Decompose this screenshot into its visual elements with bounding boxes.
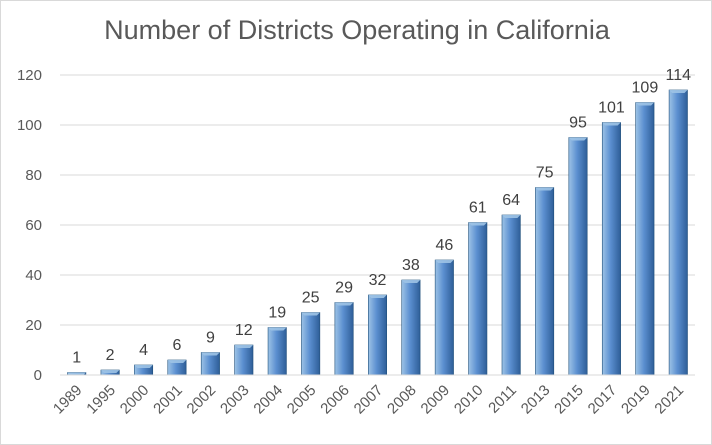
bar-top-cap [435,260,454,263]
bar-top-cap [368,295,387,298]
x-tick-label: 2007 [351,382,387,418]
bar-body [334,302,354,376]
data-label: 25 [302,290,320,307]
bar-top-cap [501,215,521,218]
bar-top-cap [334,302,354,306]
bar-top-cap [602,122,621,126]
bar-body [568,137,588,376]
bar-body [501,214,521,376]
data-label: 4 [139,342,148,359]
y-tick-label: 0 [34,367,42,384]
data-label: 95 [569,115,587,132]
bar-2019 [635,102,655,376]
x-tick-label: 2002 [184,382,220,418]
x-tick-label: 2015 [551,382,587,418]
bar-2009 [434,259,454,376]
bar-2015 [568,137,588,376]
data-label: 9 [206,330,215,347]
data-label: 101 [598,100,625,117]
y-tick-label: 80 [25,167,42,184]
data-label: 75 [536,165,554,182]
bar-body [635,102,655,376]
bar-top-cap [167,360,187,363]
x-tick-label: 2011 [485,382,520,417]
data-label: 61 [469,200,487,217]
y-tick-label: 40 [25,267,42,284]
bar-top-cap [134,365,153,368]
bar-top-cap [401,280,421,283]
bar-top-cap [268,327,287,331]
bar-body [301,312,321,376]
bar-body [234,344,254,376]
bar-2002 [200,352,220,376]
bar-body [401,279,421,376]
bar-top-cap [100,370,120,373]
x-tick-label: 2013 [518,382,554,418]
bar-2011 [501,214,521,376]
y-tick-label: 120 [17,67,42,84]
bar-body [200,352,220,376]
bar-2006 [334,302,354,376]
x-tick-label: 2017 [585,382,621,418]
bar-2004 [267,327,287,376]
x-tick-label: 2001 [150,382,186,418]
bar-top-cap [301,312,320,316]
chart-title: Number of Districts Operating in Califor… [104,15,610,45]
bar-top-cap [201,352,220,356]
bar-2000 [134,364,154,376]
data-label: 38 [402,257,420,274]
data-label: 29 [335,280,353,297]
x-tick-label: 2006 [317,382,353,418]
x-tick-label: 2000 [117,382,153,418]
bar-2005 [301,312,321,376]
data-label: 12 [235,322,253,339]
data-label: 1 [72,350,81,367]
x-tick-label: 2004 [250,382,286,418]
bar-top-cap [234,345,254,348]
bar-top-cap [468,222,487,226]
bar-body [668,89,688,376]
x-tick-label: 2005 [284,382,320,418]
data-label: 6 [173,337,182,354]
x-tick-label: 2009 [418,382,454,418]
x-tick-label: 2010 [451,382,487,418]
bar-body [535,187,555,376]
x-tick-label: 1989 [50,382,86,418]
x-tick-label: 2021 [651,382,687,418]
bar-2010 [468,222,488,376]
bar-1995 [100,369,120,376]
bar-body [368,294,387,376]
data-label: 114 [666,67,692,84]
bar-top-cap [568,137,588,141]
y-tick-label: 20 [25,317,42,334]
bar-top-cap [535,187,554,191]
data-label: 109 [632,80,659,97]
y-tick-label: 100 [17,117,42,134]
data-label: 2 [106,347,115,364]
bar-top-cap [635,102,655,106]
bar-body [267,327,287,376]
bar-2017 [601,122,621,376]
data-label: 46 [435,237,453,254]
bar-2003 [234,344,254,376]
data-label: 19 [268,305,286,322]
bar-2007 [368,294,387,376]
bar-2021 [668,89,688,376]
x-tick-label: 2008 [384,382,420,418]
bar-body [434,259,454,376]
bar-body [468,222,488,376]
bar-2013 [535,187,555,376]
data-label: 32 [369,272,387,289]
bar-top-cap [669,90,688,93]
bar-body [601,122,621,376]
x-tick-label: 1995 [83,382,119,418]
x-tick-label: 2019 [618,382,654,418]
x-tick-label: 2003 [217,382,253,418]
y-tick-label: 60 [25,217,42,234]
bar-2008 [401,279,421,376]
bar-2001 [167,359,187,376]
data-label: 64 [502,192,520,209]
